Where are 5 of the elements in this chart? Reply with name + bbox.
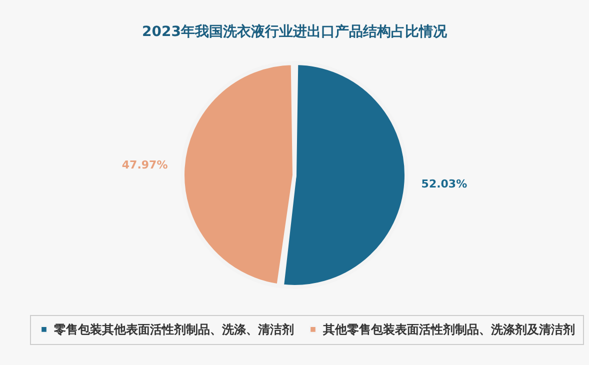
chart-title: 2023年我国洗衣液行业进出口产品结构占比情况 bbox=[142, 23, 448, 40]
legend-label: 零售包装其他表面活性剂制品、洗涤、清洁剂 bbox=[53, 322, 294, 336]
legend-label: 其他零售包装表面活性剂制品、洗涤剂及清洁剂 bbox=[322, 322, 575, 336]
data-label: 52.03% bbox=[421, 178, 468, 191]
data-label: 47.97% bbox=[122, 158, 168, 172]
